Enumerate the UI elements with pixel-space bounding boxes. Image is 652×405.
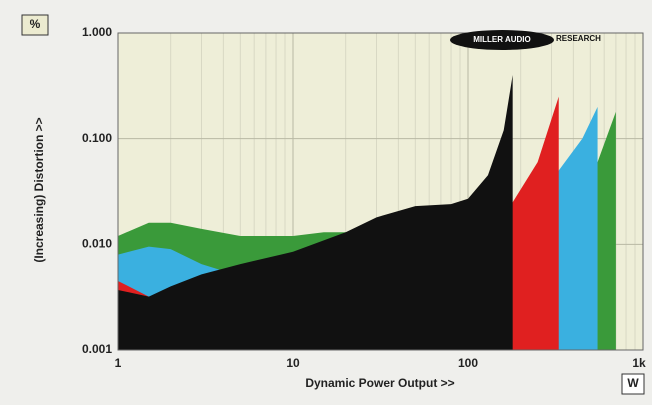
y-axis-label: (Increasing) Distortion >>	[32, 117, 46, 262]
area	[118, 75, 513, 350]
logo-text: RESEARCH	[556, 34, 601, 43]
logo-ellipse	[450, 30, 554, 50]
y-unit: %	[30, 17, 41, 31]
x-tick-label: 1	[115, 356, 122, 370]
y-tick-label: 0.001	[82, 342, 112, 356]
x-unit: W	[627, 376, 639, 390]
x-tick-label: 100	[458, 356, 478, 370]
y-tick-label: 0.010	[82, 237, 112, 251]
logo-text: MILLER AUDIO	[473, 35, 530, 44]
x-tick-label: 1k	[632, 356, 646, 370]
y-tick-label: 0.100	[82, 131, 112, 145]
plot-frame	[117, 32, 644, 351]
areas	[118, 75, 616, 350]
y-tick-label: 1.000	[82, 25, 112, 39]
unit-box	[621, 373, 645, 395]
unit-box	[21, 14, 49, 36]
x-axis-label: Dynamic Power Output >>	[305, 376, 454, 390]
x-tick-label: 10	[286, 356, 300, 370]
